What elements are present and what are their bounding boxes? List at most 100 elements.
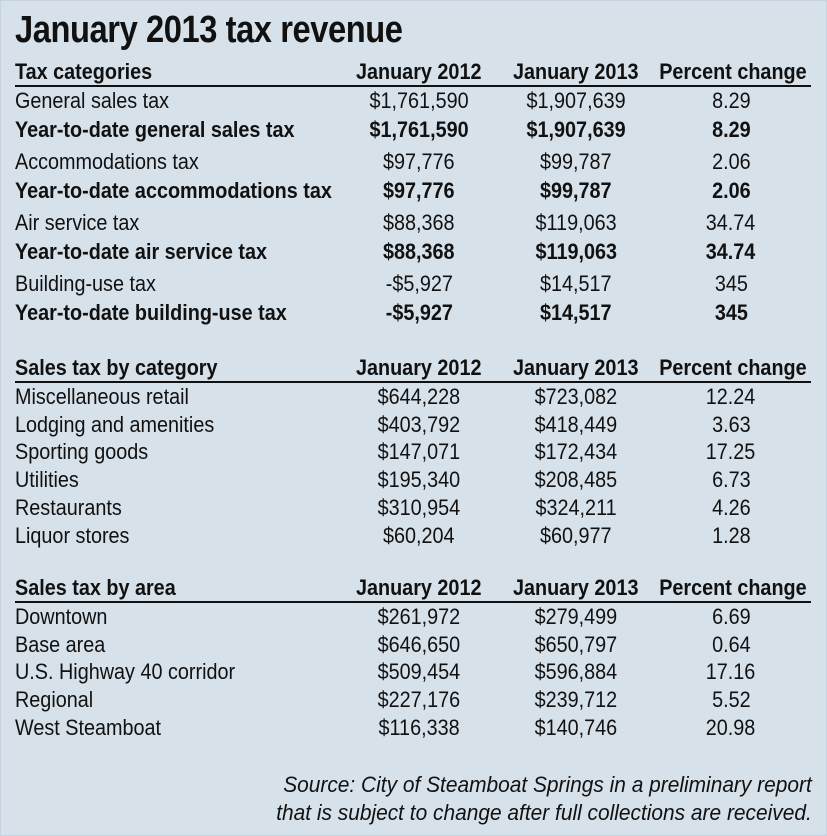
cell-jan-2013: $99,787 <box>540 149 612 175</box>
cell-jan-2012: $97,776 <box>383 149 455 175</box>
column-header-category: Tax categories <box>15 59 337 87</box>
cell-jan-2013: $172,434 <box>534 439 618 465</box>
cell-jan-2013: $596,884 <box>534 659 618 685</box>
row-label: Year-to-date general sales tax <box>15 116 295 142</box>
column-header-jan-2012: January 2012 <box>337 355 501 383</box>
cell-percent-change: 17.16 <box>706 659 756 685</box>
row-label: Air service tax <box>15 210 140 236</box>
cell-percent-change: 345 <box>714 299 748 325</box>
cell-jan-2012: $88,368 <box>383 210 455 236</box>
table-row-ytd: Year-to-date general sales tax $1,761,59… <box>15 116 811 145</box>
row-label: General sales tax <box>15 88 170 114</box>
cell-jan-2013: $279,499 <box>534 603 618 629</box>
page-title: January 2013 tax revenue <box>15 9 403 51</box>
cell-jan-2013: $99,787 <box>540 177 612 203</box>
cell-percent-change: 17.25 <box>706 439 756 465</box>
cell-percent-change: 2.06 <box>711 177 751 203</box>
cell-jan-2012: $1,761,590 <box>369 116 469 142</box>
cell-jan-2012: $147,071 <box>377 439 461 465</box>
cell-jan-2013: $1,907,639 <box>526 88 626 114</box>
column-header-jan-2013: January 2013 <box>501 59 651 87</box>
cell-jan-2012: $227,176 <box>377 687 461 713</box>
cell-percent-change: 3.63 <box>711 411 751 437</box>
cell-percent-change: 1.28 <box>711 522 751 548</box>
cell-jan-2012: $195,340 <box>377 467 461 493</box>
column-header-jan-2013: January 2013 <box>501 355 651 383</box>
row-label: Utilities <box>15 467 79 493</box>
table-row: Base area $646,650 $650,797 0.64 <box>15 631 811 659</box>
cell-jan-2013: $650,797 <box>534 631 618 657</box>
cell-percent-change: 34.74 <box>706 210 756 236</box>
table-row: Regional $227,176 $239,712 5.52 <box>15 686 811 714</box>
table-row-ytd: Year-to-date building-use tax -$5,927 $1… <box>15 299 811 328</box>
row-label: Year-to-date air service tax <box>15 238 268 264</box>
cell-jan-2013: $1,907,639 <box>526 116 626 142</box>
column-header-category: Sales tax by area <box>15 575 337 603</box>
table-row: General sales tax $1,761,590 $1,907,639 … <box>15 86 811 116</box>
cell-jan-2012: $509,454 <box>377 659 461 685</box>
cell-jan-2012: $88,368 <box>383 238 455 264</box>
source-line-1: Source: City of Steamboat Springs in a p… <box>283 772 812 797</box>
table-row: Downtown $261,972 $279,499 6.69 <box>15 602 811 631</box>
cell-percent-change: 6.69 <box>711 603 751 629</box>
cell-jan-2013: $14,517 <box>540 299 612 325</box>
table-row: Sporting goods $147,071 $172,434 17.25 <box>15 439 811 467</box>
cell-jan-2013: $140,746 <box>534 715 618 741</box>
cell-jan-2013: $119,063 <box>535 238 617 264</box>
cell-percent-change: 4.26 <box>711 495 751 521</box>
cell-jan-2012: $644,228 <box>377 383 461 409</box>
table-row: West Steamboat $116,338 $140,746 20.98 <box>15 714 811 742</box>
row-label: Year-to-date accommodations tax <box>15 177 332 203</box>
cell-percent-change: 5.52 <box>711 687 751 713</box>
row-label: Restaurants <box>15 495 122 521</box>
table-row: Accommodations tax $97,776 $99,787 2.06 <box>15 148 811 177</box>
cell-percent-change: 6.73 <box>711 467 751 493</box>
column-header-category: Sales tax by category <box>15 355 337 383</box>
table-row: Miscellaneous retail $644,228 $723,082 1… <box>15 382 811 411</box>
cell-jan-2013: $324,211 <box>535 495 617 521</box>
row-label: Base area <box>15 631 106 657</box>
row-label: Accommodations tax <box>15 149 199 175</box>
cell-jan-2012: $1,761,590 <box>369 88 469 114</box>
cell-percent-change: 8.29 <box>711 88 751 114</box>
cell-jan-2013: $208,485 <box>534 467 618 493</box>
row-label: U.S. Highway 40 corridor <box>15 659 236 685</box>
cell-jan-2012: $261,972 <box>377 603 461 629</box>
cell-jan-2012: -$5,927 <box>385 271 453 297</box>
table-row-ytd: Year-to-date air service tax $88,368 $11… <box>15 238 811 267</box>
table-header-row: Tax categories January 2012 January 2013… <box>15 59 811 87</box>
cell-percent-change: 34.74 <box>706 238 756 264</box>
column-header-percent-change: Percent change <box>651 355 811 383</box>
table-row: Air service tax $88,368 $119,063 34.74 <box>15 209 811 238</box>
row-label: Building-use tax <box>15 271 156 297</box>
cell-percent-change: 8.29 <box>711 116 751 142</box>
cell-jan-2013: $14,517 <box>540 271 612 297</box>
cell-jan-2012: $116,338 <box>378 715 460 741</box>
table-header-row: Sales tax by area January 2012 January 2… <box>15 575 811 603</box>
cell-jan-2013: $60,977 <box>540 522 612 548</box>
table-row: Liquor stores $60,204 $60,977 1.28 <box>15 522 811 550</box>
column-header-percent-change: Percent change <box>651 575 811 603</box>
row-label: Liquor stores <box>15 522 130 548</box>
cell-percent-change: 20.98 <box>706 715 756 741</box>
cell-jan-2012: $310,954 <box>377 495 461 521</box>
column-header-jan-2012: January 2012 <box>337 575 501 603</box>
cell-jan-2013: $119,063 <box>535 210 617 236</box>
table-row: Building-use tax -$5,927 $14,517 345 <box>15 270 811 299</box>
row-label: Downtown <box>15 603 108 629</box>
cell-jan-2012: $646,650 <box>377 631 461 657</box>
column-header-percent-change: Percent change <box>651 59 811 87</box>
cell-jan-2013: $418,449 <box>534 411 618 437</box>
cell-jan-2012: $403,792 <box>377 411 461 437</box>
row-label: Year-to-date building-use tax <box>15 299 287 325</box>
row-label: Miscellaneous retail <box>15 383 189 409</box>
table-row: Restaurants $310,954 $324,211 4.26 <box>15 494 811 522</box>
table-row: Lodging and amenities $403,792 $418,449 … <box>15 411 811 439</box>
source-line-2: that is subject to change after full col… <box>276 800 812 825</box>
row-label: West Steamboat <box>15 715 162 741</box>
sales-tax-by-category-table: Sales tax by category January 2012 Janua… <box>15 355 811 550</box>
cell-percent-change: 12.24 <box>706 383 756 409</box>
cell-percent-change: 345 <box>714 271 748 297</box>
cell-jan-2012: -$5,927 <box>385 299 453 325</box>
